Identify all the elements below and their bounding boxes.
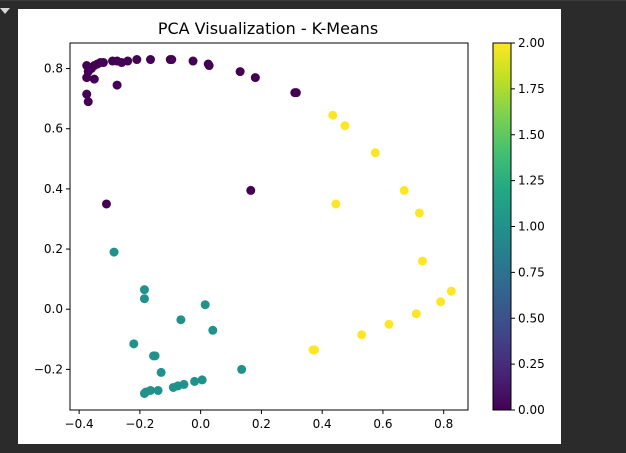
data-point-cluster-2 bbox=[340, 121, 350, 131]
colorbar-tick-label: 0.50 bbox=[518, 311, 545, 325]
x-tick-label: 0.2 bbox=[252, 417, 271, 431]
chart-title: PCA Visualization - K-Means bbox=[158, 19, 378, 38]
y-tick-label: 0.8 bbox=[44, 62, 63, 76]
figure-canvas: PCA Visualization - K-Means −0.4 −0.2 0.0 0… bbox=[18, 9, 561, 444]
y-tick-label: −0.2 bbox=[34, 362, 63, 376]
data-point-cluster-2 bbox=[411, 309, 421, 319]
colorbar-tick-label: 1.50 bbox=[518, 128, 545, 142]
data-point-cluster-1 bbox=[109, 247, 119, 257]
data-point-cluster-0 bbox=[82, 73, 92, 83]
data-point-cluster-0 bbox=[101, 199, 111, 209]
colorbar bbox=[492, 42, 512, 411]
colorbar-tick-label: 0.75 bbox=[518, 265, 545, 279]
data-point-cluster-0 bbox=[132, 55, 142, 65]
data-point-cluster-2 bbox=[384, 319, 394, 329]
data-point-cluster-0 bbox=[82, 89, 92, 99]
data-point-cluster-1 bbox=[208, 325, 218, 335]
data-point-cluster-2 bbox=[417, 256, 427, 266]
window-top-border bbox=[0, 0, 626, 1]
y-axis: −0.2 0.0 0.2 0.4 0.6 0.8 bbox=[34, 62, 70, 376]
colorbar-tick-label: 2.00 bbox=[518, 36, 545, 50]
scatter-chart: PCA Visualization - K-Means −0.4 −0.2 0.0 0… bbox=[34, 19, 545, 431]
data-point-cluster-1 bbox=[156, 367, 166, 377]
data-point-cluster-0 bbox=[250, 73, 260, 83]
colorbar-tick-label: 0.00 bbox=[518, 403, 545, 417]
data-point-cluster-2 bbox=[414, 208, 424, 218]
data-point-cluster-1 bbox=[150, 351, 160, 361]
data-point-cluster-2 bbox=[446, 286, 456, 296]
data-point-cluster-2 bbox=[308, 345, 318, 355]
data-point-cluster-1 bbox=[197, 375, 207, 385]
data-points bbox=[82, 55, 456, 398]
y-tick-label: 0.4 bbox=[44, 182, 63, 196]
data-point-cluster-1 bbox=[139, 285, 149, 295]
data-point-cluster-1 bbox=[129, 339, 139, 349]
data-point-cluster-0 bbox=[89, 74, 99, 84]
data-point-cluster-2 bbox=[436, 297, 446, 307]
colorbar-tick-label: 1.75 bbox=[518, 82, 545, 96]
data-point-cluster-2 bbox=[331, 199, 341, 209]
data-point-cluster-0 bbox=[235, 67, 245, 77]
data-point-cluster-1 bbox=[179, 379, 189, 389]
data-point-cluster-1 bbox=[200, 300, 210, 310]
data-point-cluster-0 bbox=[188, 56, 198, 66]
y-tick-label: 0.2 bbox=[44, 242, 63, 256]
data-point-cluster-0 bbox=[98, 58, 108, 68]
colorbar-tick-label: 0.25 bbox=[518, 357, 545, 371]
data-point-cluster-1 bbox=[190, 376, 200, 386]
data-point-cluster-0 bbox=[112, 80, 122, 90]
x-tick-label: −0.4 bbox=[65, 417, 94, 431]
x-tick-label: 0.4 bbox=[313, 417, 332, 431]
data-point-cluster-0 bbox=[83, 97, 93, 107]
data-point-cluster-0 bbox=[291, 88, 301, 98]
collapse-arrow-icon[interactable] bbox=[0, 8, 10, 14]
data-point-cluster-1 bbox=[176, 315, 186, 325]
data-point-cluster-2 bbox=[370, 148, 380, 158]
data-point-cluster-1 bbox=[139, 294, 149, 304]
data-point-cluster-0 bbox=[123, 56, 133, 66]
x-tick-label: 0.8 bbox=[434, 417, 453, 431]
x-tick-label: −0.2 bbox=[125, 417, 154, 431]
plot-frame bbox=[69, 42, 469, 411]
data-point-cluster-1 bbox=[237, 364, 247, 374]
x-tick-label: 0.0 bbox=[191, 417, 210, 431]
colorbar-axis: 0.00 0.25 0.50 0.75 1.00 1.25 1.50 1.75 2.00 bbox=[511, 36, 545, 417]
data-point-cluster-1 bbox=[139, 388, 149, 398]
data-point-cluster-2 bbox=[399, 185, 409, 195]
x-tick-label: 0.6 bbox=[373, 417, 392, 431]
colorbar-tick-label: 1.00 bbox=[518, 220, 545, 234]
data-point-cluster-1 bbox=[153, 385, 163, 395]
data-point-cluster-0 bbox=[146, 55, 156, 65]
data-point-cluster-0 bbox=[246, 185, 256, 195]
data-point-cluster-0 bbox=[167, 55, 177, 65]
y-tick-label: 0.0 bbox=[44, 302, 63, 316]
data-point-cluster-0 bbox=[204, 61, 214, 71]
y-tick-label: 0.6 bbox=[44, 122, 63, 136]
data-point-cluster-2 bbox=[328, 110, 338, 120]
x-axis: −0.4 −0.2 0.0 0.2 0.4 0.6 0.8 bbox=[65, 410, 453, 431]
data-point-cluster-2 bbox=[357, 330, 367, 340]
colorbar-tick-label: 1.25 bbox=[518, 174, 545, 188]
